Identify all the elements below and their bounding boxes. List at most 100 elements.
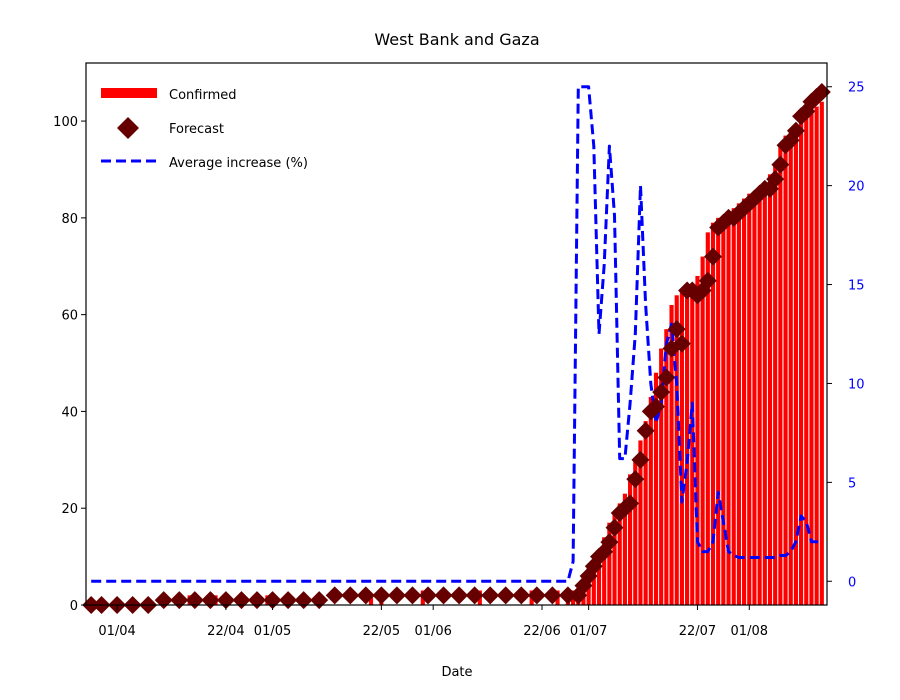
legend-forecast-swatch	[117, 117, 139, 139]
forecast-markers	[82, 83, 831, 614]
x-tick-label: 22/06	[523, 624, 560, 639]
bar-confirmed	[705, 232, 710, 605]
marker-forecast	[766, 170, 785, 189]
bar-confirmed	[747, 193, 752, 606]
x-tick-label: 01/06	[414, 624, 451, 639]
bar-confirmed	[742, 198, 747, 605]
marker-forecast	[605, 518, 624, 537]
marker-forecast	[704, 247, 722, 266]
y-tick-label: 100	[53, 115, 78, 130]
marker-forecast	[481, 586, 500, 605]
bar-confirmed	[757, 188, 762, 606]
x-tick-label: 22/05	[363, 624, 400, 639]
marker-forecast	[667, 320, 686, 339]
bar-confirmed	[695, 275, 700, 605]
bar-confirmed	[643, 421, 648, 605]
marker-forecast	[812, 83, 831, 102]
bar-confirmed	[591, 561, 596, 605]
bar-confirmed	[653, 372, 659, 605]
y-right-tick-label: 20	[848, 180, 865, 195]
bar-confirmed	[773, 164, 778, 605]
marker-forecast	[657, 368, 676, 387]
bar-confirmed	[700, 256, 705, 605]
y-tick-label: 80	[61, 212, 78, 227]
legend: Confirmed Forecast Average increase (%)	[101, 88, 308, 171]
marker-forecast	[621, 494, 640, 513]
average-increase-line	[91, 85, 822, 583]
bar-confirmed	[752, 193, 757, 606]
marker-forecast	[636, 421, 655, 440]
bar-confirmed	[602, 537, 607, 605]
marker-forecast	[372, 586, 391, 605]
bar-confirmed	[612, 513, 617, 605]
marker-forecast	[356, 586, 375, 605]
bar-confirmed	[783, 135, 788, 605]
marker-forecast	[512, 586, 531, 605]
x-tick-label: 01/05	[254, 624, 291, 639]
marker-forecast	[419, 586, 437, 605]
x-axis: 01/04 22/04 01/05 22/05 01/06 22/06 01/07 22/07…	[98, 605, 768, 639]
legend-confirmed-label: Confirmed	[169, 88, 237, 103]
y-tick-label: 20	[61, 502, 78, 517]
bar-confirmed	[762, 183, 767, 605]
bar-confirmed	[674, 295, 679, 605]
bar-confirmed	[664, 329, 669, 605]
bar-confirmed	[690, 285, 695, 605]
marker-forecast	[450, 586, 469, 605]
plot-frame	[85, 62, 828, 606]
y-right-tick-label: 25	[848, 81, 865, 96]
bar-confirmed	[596, 551, 602, 605]
y-axis-right: 0 5 10 15 20 25	[827, 81, 865, 590]
y-right-tick-label: 15	[848, 279, 865, 294]
marker-forecast	[652, 383, 671, 402]
legend-forecast-label: Forecast	[169, 122, 224, 137]
bar-confirmed	[736, 203, 741, 605]
x-tick-label: 22/07	[679, 624, 716, 639]
marker-forecast	[325, 586, 344, 605]
x-axis-label: Date	[441, 665, 472, 680]
bar-confirmed	[659, 348, 664, 605]
y-right-tick-label: 5	[848, 476, 856, 491]
marker-forecast	[434, 586, 453, 605]
bar-confirmed	[368, 595, 374, 605]
bar-confirmed	[788, 130, 793, 605]
y-tick-label: 60	[61, 309, 78, 324]
marker-forecast	[647, 397, 665, 416]
marker-forecast	[786, 121, 805, 140]
bar-confirmed	[814, 106, 819, 605]
marker-forecast	[543, 586, 562, 605]
bar-confirmed	[679, 290, 684, 605]
bar-confirmed	[622, 493, 627, 605]
marker-forecast	[496, 586, 515, 605]
bar-confirmed	[819, 101, 824, 605]
x-tick-label: 01/07	[570, 624, 607, 639]
bar-confirmed	[804, 116, 809, 605]
x-tick-label: 01/04	[98, 624, 135, 639]
marker-forecast	[403, 586, 422, 605]
y-right-tick-label: 10	[848, 377, 865, 392]
marker-forecast	[465, 586, 484, 605]
marker-forecast	[626, 470, 645, 489]
bar-confirmed	[799, 121, 804, 606]
y-tick-label: 0	[70, 599, 78, 614]
bar-confirmed	[716, 217, 721, 605]
marker-forecast	[771, 155, 790, 174]
chart-title: West Bank and Gaza	[374, 30, 539, 49]
bar-confirmed	[710, 222, 716, 606]
bar-confirmed	[726, 213, 731, 605]
y-axis-left: 0 20 40 60 80 100	[53, 115, 86, 614]
bar-confirmed	[767, 174, 773, 605]
bar-confirmed	[638, 440, 643, 605]
bar-confirmed	[633, 459, 638, 605]
bar-confirmed	[793, 125, 798, 606]
x-tick-label: 22/04	[207, 624, 244, 639]
marker-forecast	[341, 586, 360, 605]
marker-forecast	[610, 504, 629, 523]
bar-confirmed	[617, 503, 622, 605]
y-right-tick-label: 0	[848, 575, 856, 590]
bar-confirmed	[648, 396, 653, 605]
marker-forecast	[600, 533, 619, 552]
bar-confirmed	[731, 208, 736, 605]
marker-forecast	[387, 586, 406, 605]
marker-forecast	[527, 586, 546, 605]
